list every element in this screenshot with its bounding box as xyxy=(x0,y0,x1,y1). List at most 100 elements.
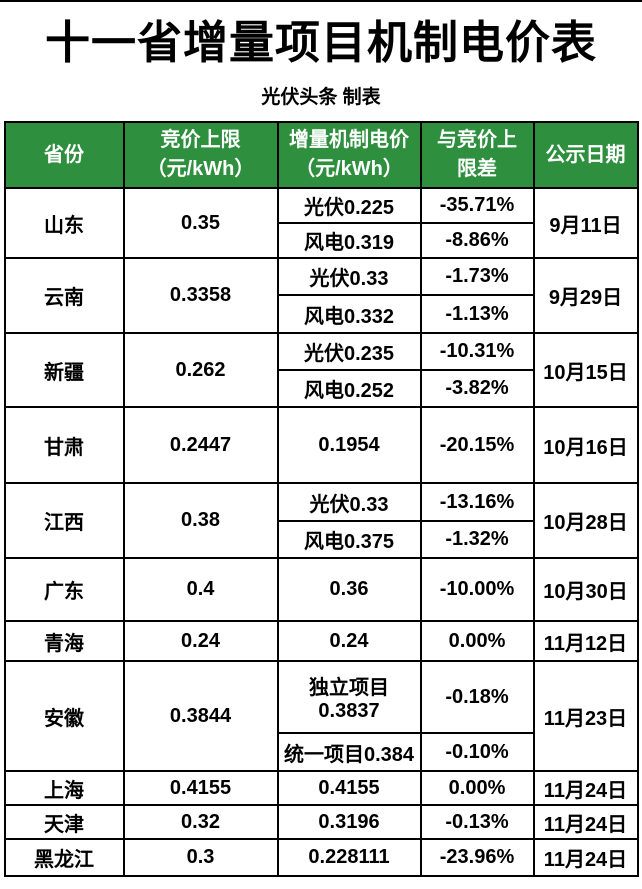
cell-price: 风电0.252 xyxy=(276,369,422,408)
cell-diff: -10.31% xyxy=(419,332,535,371)
cell-diff: -0.10% xyxy=(419,732,535,772)
cell-price: 光伏0.225 xyxy=(276,187,422,224)
cell-price: 光伏0.33 xyxy=(276,482,422,522)
cell-date: 10月28日 xyxy=(532,482,639,559)
table-subrow: 风电0.332 -1.13% xyxy=(5,294,638,334)
cell-province: 新疆 xyxy=(3,332,125,408)
cell-price: 0.36 xyxy=(276,557,422,622)
cell-date: 11月12日 xyxy=(532,620,639,662)
table-row: 广东 0.4 0.36 -10.00% 10月30日 xyxy=(3,557,639,622)
table-row: 青海 0.24 0.24 0.00% 11月12日 xyxy=(3,620,639,662)
table-row: 上海 0.4155 0.4155 0.00% 11月24日 xyxy=(3,770,639,806)
cell-cap: 0.24 xyxy=(122,620,279,662)
table-row: 云南 0.3358 光伏0.33 -1.73% 9月29日 xyxy=(3,257,639,334)
page-subtitle: 光伏头条 制表 xyxy=(261,87,381,108)
price-table: 省份 竞价上限 （元/kWh） 增量机制电价 （元/kWh） 与竞价上 限差 公… xyxy=(3,121,639,877)
header-cell-cap: 竞价上限 （元/kWh） xyxy=(122,121,279,189)
cell-province: 安徽 xyxy=(3,660,125,772)
table-subrow: 风电0.319 -8.86% xyxy=(5,222,638,259)
cell-cap: 0.4 xyxy=(122,557,279,622)
cell-price: 0.24 xyxy=(276,620,422,662)
cell-price: 0.1954 xyxy=(276,406,422,484)
table-row: 新疆 0.262 光伏0.235 -10.31% 10月15日 xyxy=(3,332,639,408)
header-label-price-line2: （元/kWh） xyxy=(295,158,403,180)
header-label-diff-line1: 与竞价上 xyxy=(437,129,517,151)
table-row: 甘肃 0.2447 0.1954 -20.15% 10月16日 xyxy=(3,406,639,484)
cell-price: 光伏0.235 xyxy=(276,332,422,371)
table-row: 山东 0.35 光伏0.225 -35.71% 9月11日 xyxy=(3,187,639,259)
cell-province: 上海 xyxy=(3,770,125,806)
cell-province: 甘肃 xyxy=(3,406,125,484)
cell-price: 风电0.375 xyxy=(276,520,422,559)
table-row: 江西 0.38 光伏0.33 -13.16% 10月28日 xyxy=(3,482,639,559)
cell-price: 0.3196 xyxy=(276,804,422,840)
cell-cap: 0.3844 xyxy=(122,660,279,772)
cell-cap: 0.3358 xyxy=(122,257,279,334)
cell-date: 10月30日 xyxy=(532,557,639,622)
cell-province: 广东 xyxy=(3,557,125,622)
cell-cap: 0.4155 xyxy=(122,770,279,806)
table-subrow: 统一项目0.384 -0.10% xyxy=(5,732,638,772)
cell-diff: -1.13% xyxy=(419,294,535,334)
header-cell-price: 增量机制电价 （元/kWh） xyxy=(276,121,422,189)
cell-date: 11月24日 xyxy=(532,770,639,806)
table-subrow: 风电0.375 -1.32% xyxy=(5,520,638,559)
cell-province: 云南 xyxy=(3,257,125,334)
cell-price: 风电0.332 xyxy=(276,294,422,334)
cell-province: 青海 xyxy=(3,620,125,662)
cell-diff: -1.73% xyxy=(419,257,535,296)
header-label-price-line1: 增量机制电价 xyxy=(289,129,409,151)
header-cell-province: 省份 xyxy=(3,121,125,189)
page-title: 十一省增量项目机制电价表 xyxy=(44,17,597,68)
table-row: 黑龙江 0.3 0.228111 -23.96% 11月24日 xyxy=(3,838,639,877)
cell-diff: -1.32% xyxy=(419,520,535,559)
header-label-cap-line2: （元/kWh） xyxy=(146,158,255,180)
cell-date: 9月29日 xyxy=(532,257,639,334)
cell-cap: 0.262 xyxy=(122,332,279,408)
table-row: 安徽 0.3844 独立项目0.3837 -0.18% 11月23日 xyxy=(3,660,639,772)
cell-date: 11月24日 xyxy=(532,838,639,877)
table-subrow: 风电0.252 -3.82% xyxy=(5,369,638,408)
cell-diff: -23.96% xyxy=(419,838,535,877)
cell-date: 11月23日 xyxy=(532,660,639,772)
cell-diff: -13.16% xyxy=(419,482,535,522)
cell-diff: 0.00% xyxy=(419,620,535,662)
cell-diff: -3.82% xyxy=(419,369,535,408)
header-row: 省份 竞价上限 （元/kWh） 增量机制电价 （元/kWh） 与竞价上 限差 公… xyxy=(3,121,639,189)
header-label-diff-line2: 限差 xyxy=(457,158,497,180)
header-cell-date: 公示日期 xyxy=(532,121,639,189)
cell-date: 10月15日 xyxy=(532,332,639,408)
cell-province: 天津 xyxy=(3,804,125,840)
cell-cap: 0.2447 xyxy=(122,406,279,484)
cell-province: 黑龙江 xyxy=(3,838,125,877)
cell-province: 山东 xyxy=(3,187,125,259)
cell-cap: 0.35 xyxy=(122,187,279,259)
cell-date: 9月11日 xyxy=(532,187,639,259)
header-label-date: 公示日期 xyxy=(545,143,626,166)
cell-price: 风电0.319 xyxy=(276,222,422,259)
cell-province: 江西 xyxy=(3,482,125,559)
cell-diff: -0.18% xyxy=(419,660,535,734)
top-border-line xyxy=(0,0,642,2)
cell-cap: 0.38 xyxy=(122,482,279,559)
cell-date: 10月16日 xyxy=(532,406,639,484)
cell-diff: -35.71% xyxy=(419,187,535,224)
cell-diff: 0.00% xyxy=(419,770,535,806)
cell-cap: 0.3 xyxy=(122,838,279,877)
cell-diff: -10.00% xyxy=(419,557,535,622)
cell-diff: -0.13% xyxy=(419,804,535,840)
cell-price: 0.4155 xyxy=(276,770,422,806)
header-label-cap-line1: 竞价上限 xyxy=(160,129,241,151)
table-row: 天津 0.32 0.3196 -0.13% 11月24日 xyxy=(3,804,639,840)
cell-price: 0.228111 xyxy=(276,838,422,877)
cell-cap: 0.32 xyxy=(122,804,279,840)
cell-date: 11月24日 xyxy=(532,804,639,840)
cell-price: 统一项目0.384 xyxy=(276,732,422,772)
cell-price: 光伏0.33 xyxy=(276,257,422,296)
cell-diff: -20.15% xyxy=(419,406,535,484)
header-cell-diff: 与竞价上 限差 xyxy=(419,121,535,189)
cell-price: 独立项目0.3837 xyxy=(276,660,422,734)
cell-diff: -8.86% xyxy=(419,222,535,259)
header-label-province: 省份 xyxy=(44,143,84,166)
